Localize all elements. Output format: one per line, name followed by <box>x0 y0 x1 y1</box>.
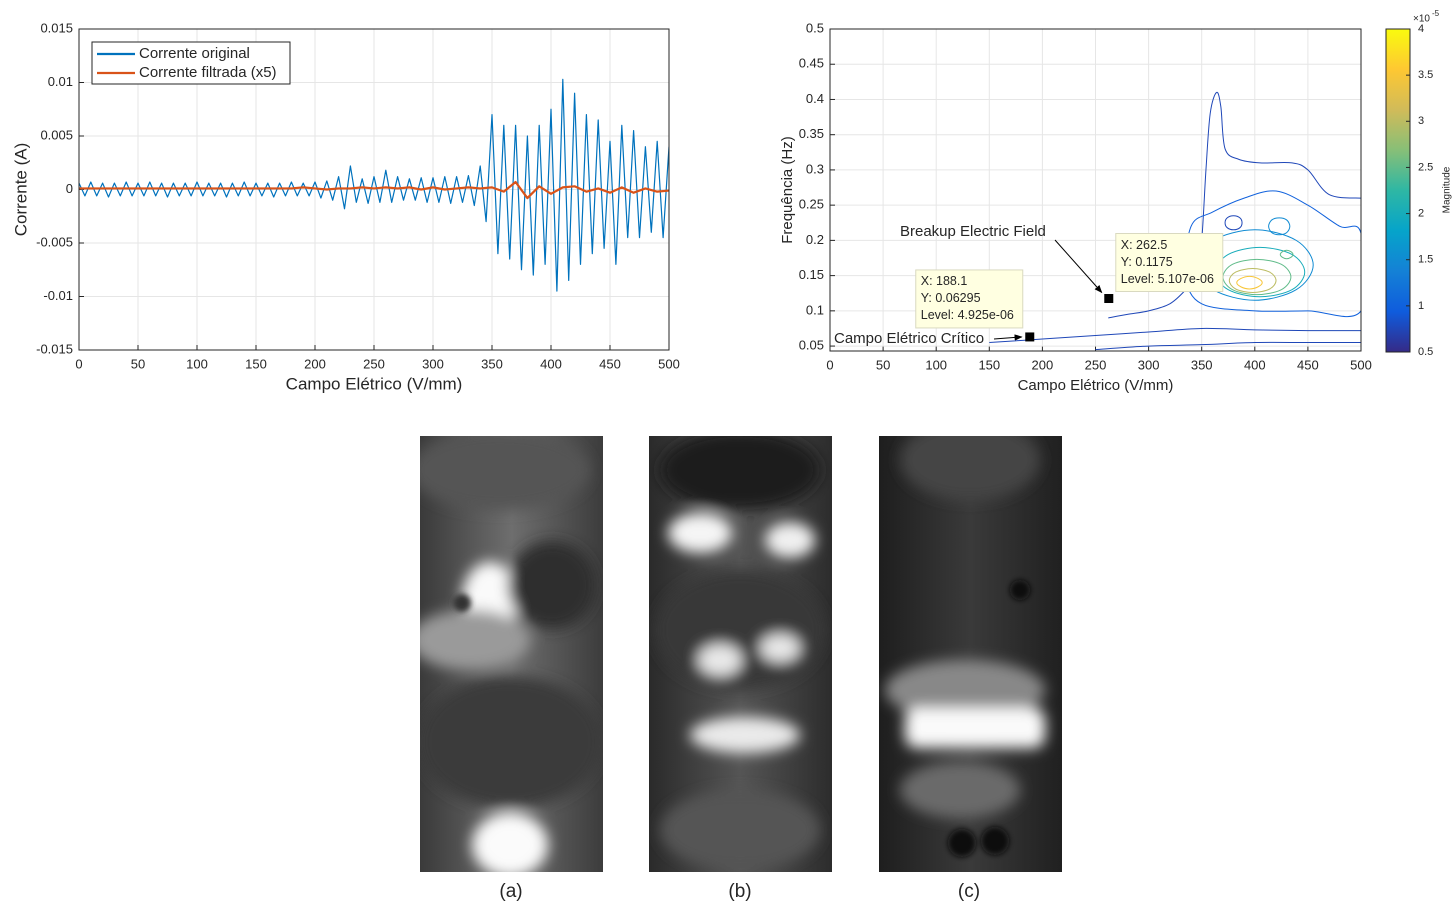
contour-line <box>989 327 1361 344</box>
legend-label: Corrente filtrada (x5) <box>139 64 277 81</box>
colorbar-tick-label: 3 <box>1418 115 1424 127</box>
legend-label: Corrente original <box>139 45 250 62</box>
photo-c <box>879 436 1062 872</box>
panel-label: (b) <box>728 881 751 902</box>
colorbar-tick-label: 3.5 <box>1418 69 1433 81</box>
x-tick-label: 400 <box>540 356 562 371</box>
x-tick-label: 400 <box>1244 357 1266 372</box>
line-series <box>79 78 669 292</box>
datatip-text: X: 262.5 <box>1121 238 1168 252</box>
datatip-box <box>915 269 1024 329</box>
datatip-marker <box>1025 332 1035 342</box>
colorbar-tick-label: 2.5 <box>1418 161 1433 173</box>
panel-label: (a) <box>499 881 522 902</box>
colorbar-label: Magnitude <box>1442 166 1453 213</box>
x-axis-label: Campo Elétrico (V/mm) <box>1018 377 1174 394</box>
x-tick-label: 50 <box>876 357 890 372</box>
y-tick-label: -0.01 <box>43 288 73 303</box>
contour-line <box>1184 190 1361 318</box>
x-tick-label: 0 <box>826 357 833 372</box>
contour-line <box>1108 91 1361 319</box>
annotation: Campo Elétrico Crítico <box>834 330 984 347</box>
contour-line <box>1224 215 1243 231</box>
y-tick-label: 0.015 <box>40 20 73 35</box>
x-tick-label: 150 <box>245 356 267 371</box>
y-tick-label: 0.005 <box>40 127 73 142</box>
x-tick-label: 100 <box>925 357 947 372</box>
plot-layer <box>989 91 1361 351</box>
x-tick-label: 150 <box>978 357 1000 372</box>
axes-box <box>78 28 670 351</box>
y-tick-label: 0.2 <box>806 232 824 247</box>
contour-line <box>1228 268 1277 294</box>
datatip-text: Y: 0.1175 <box>1121 255 1173 269</box>
y-tick-label: 0.05 <box>799 338 824 353</box>
datatip-text: X: 188.1 <box>921 274 968 288</box>
contour-line <box>1268 217 1291 236</box>
line-series <box>79 180 669 200</box>
photo-a <box>420 436 603 872</box>
annotation: Breakup Electric Field <box>900 223 1046 240</box>
colorbar-tick-label: 4 <box>1418 23 1424 35</box>
contour-line <box>1236 275 1263 290</box>
datatip-text: Y: 0.06295 <box>921 291 981 305</box>
annotation-arrow <box>993 334 1023 341</box>
colorbar-tick-label: 2 <box>1418 207 1424 219</box>
x-tick-label: 450 <box>1297 357 1319 372</box>
x-tick-label: 200 <box>304 356 326 371</box>
annotation-arrow <box>1054 239 1103 294</box>
y-axis-label: Frequência (Hz) <box>779 136 796 244</box>
y-tick-label: 0.35 <box>799 126 824 141</box>
x-axis-label: Campo Elétrico (V/mm) <box>286 374 463 393</box>
colorbar-tick-label: 1 <box>1418 300 1424 312</box>
y-tick-label: 0.01 <box>48 74 73 89</box>
y-tick-label: 0 <box>66 181 73 196</box>
panel-label: (c) <box>958 881 980 902</box>
y-tick-label: 0.3 <box>806 161 824 176</box>
x-tick-label: 500 <box>1350 357 1372 372</box>
y-tick-label: 0.15 <box>799 267 824 282</box>
x-tick-label: 100 <box>186 356 208 371</box>
x-tick-label: 300 <box>1138 357 1160 372</box>
colorbar <box>1385 28 1411 353</box>
y-axis-label: Corrente (A) <box>11 143 30 237</box>
legend-box <box>91 41 291 85</box>
datatip-marker <box>1104 294 1114 304</box>
y-tick-label: 0.45 <box>799 56 824 71</box>
x-tick-label: 0 <box>75 356 82 371</box>
x-tick-label: 500 <box>658 356 680 371</box>
y-tick-label: 0.1 <box>806 302 824 317</box>
datatip-box <box>1115 233 1224 293</box>
colorbar-exponent-base: ×10 <box>1413 14 1430 25</box>
datatip-text: Level: 4.925e-06 <box>921 308 1014 322</box>
x-tick-label: 250 <box>1085 357 1107 372</box>
y-tick-label: -0.005 <box>36 234 73 249</box>
colorbar-tick-label: 1.5 <box>1418 254 1433 266</box>
photo-b <box>649 436 832 872</box>
contour-line <box>1279 249 1294 260</box>
plot-layer <box>79 78 669 292</box>
x-tick-label: 300 <box>422 356 444 371</box>
axes-box <box>829 28 1362 352</box>
colorbar-exponent: -5 <box>1432 9 1440 18</box>
y-tick-label: -0.015 <box>36 341 73 356</box>
x-tick-label: 450 <box>599 356 621 371</box>
x-tick-label: 50 <box>131 356 145 371</box>
y-tick-label: 0.25 <box>799 197 824 212</box>
x-tick-label: 350 <box>1191 357 1213 372</box>
x-tick-label: 350 <box>481 356 503 371</box>
y-tick-label: 0.4 <box>806 91 824 106</box>
y-tick-label: 0.5 <box>806 20 824 35</box>
x-tick-label: 200 <box>1032 357 1054 372</box>
contour-line <box>1095 341 1361 351</box>
datatip-text: Level: 5.107e-06 <box>1121 272 1214 286</box>
x-tick-label: 250 <box>363 356 385 371</box>
colorbar-tick-label: 0.5 <box>1418 346 1433 358</box>
